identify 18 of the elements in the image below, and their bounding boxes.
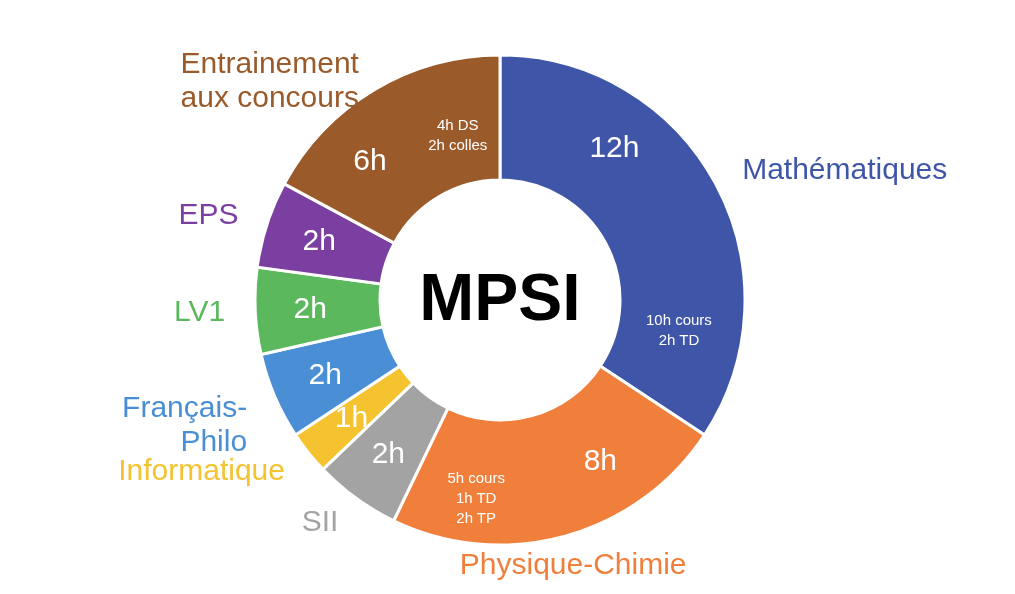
text: 10h cours 2h TD bbox=[645, 310, 712, 348]
data-label: 12h bbox=[589, 130, 640, 164]
data-label: 1h bbox=[334, 400, 369, 434]
data-label: 2h bbox=[308, 356, 342, 390]
data-label: 8h bbox=[583, 443, 618, 477]
text: MPSI bbox=[419, 260, 581, 334]
data-label: 6h bbox=[353, 143, 387, 177]
data-label: 2h bbox=[293, 290, 327, 324]
data-label: 2h bbox=[371, 435, 406, 469]
text: 5h cours 1h TD 2h TP bbox=[447, 469, 505, 527]
data-label: 2h bbox=[302, 223, 336, 257]
text: 4h DS 2h colles bbox=[428, 116, 488, 154]
slice-label: Entrainement aux concours bbox=[180, 45, 360, 113]
slice-label: SII bbox=[301, 504, 339, 538]
slice-label: EPS bbox=[178, 197, 239, 231]
slice-label: Mathématiques bbox=[742, 151, 948, 185]
slice-label: LV1 bbox=[174, 294, 226, 328]
slice-label: Physique-Chimie bbox=[459, 547, 687, 581]
